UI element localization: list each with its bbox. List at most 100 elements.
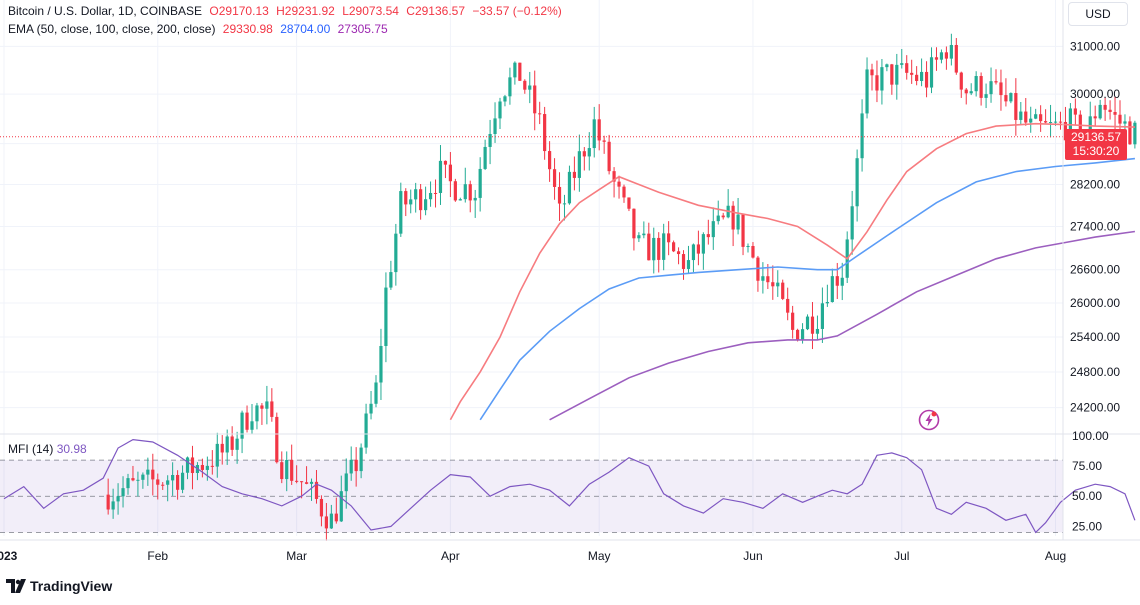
candle-body (969, 91, 973, 94)
candle-body (151, 469, 155, 480)
candle-body (473, 197, 477, 201)
candle-body (676, 251, 681, 255)
candle-body (776, 282, 780, 287)
candle-body (562, 203, 567, 205)
candle-body (622, 186, 626, 198)
candle-body (855, 158, 859, 207)
candle-body (1123, 121, 1127, 124)
candle-body (458, 199, 462, 201)
candle-body (1014, 93, 1018, 120)
ema50-line (449, 122, 1135, 421)
candle-body (637, 235, 641, 239)
candle-body (1019, 111, 1023, 120)
candle-body (1113, 111, 1117, 115)
symbol-legend: Bitcoin / U.S. Dollar, 1D, COINBASE O291… (8, 4, 566, 18)
candle-body (657, 237, 661, 260)
mfi-axis-label: 50.00 (1072, 489, 1102, 503)
mfi-legend: MFI (14) 30.98 (8, 442, 87, 456)
candle-body (1004, 95, 1008, 102)
candle-body (850, 206, 854, 240)
candle-body (543, 114, 547, 152)
candle-body (716, 215, 720, 222)
candle-body (974, 76, 978, 92)
candle-body (557, 186, 562, 204)
candle-body (200, 465, 204, 470)
mfi-axis-label: 75.00 (1072, 459, 1102, 473)
ema100-value: 28704.00 (280, 22, 331, 36)
candle-body (632, 208, 636, 239)
price-axis-label: 31000.00 (1070, 39, 1120, 53)
candle-body (409, 199, 413, 205)
candle-body (741, 214, 745, 247)
candle-body (508, 77, 512, 97)
candle-body (920, 71, 924, 81)
price-axis-label: 28200.00 (1070, 177, 1120, 191)
candle-body (875, 75, 879, 91)
candle-body (329, 513, 333, 529)
candle-body (533, 85, 537, 114)
candle-body (364, 413, 368, 448)
ema100-line (479, 157, 1135, 421)
candle-body (880, 67, 884, 91)
candle-body (468, 184, 472, 201)
ohlc-high: H29231.92 (276, 4, 335, 18)
candle-body (662, 233, 666, 260)
candle-body (587, 148, 591, 157)
candle-body (885, 64, 889, 68)
candle-body (612, 171, 616, 182)
bar-countdown: 15:30:20 (1072, 143, 1120, 158)
candle-body (180, 472, 185, 490)
candle-body (513, 62, 517, 78)
candle-body (523, 80, 527, 90)
candle-body (667, 233, 671, 243)
candle-body (835, 276, 839, 286)
candle-body (781, 282, 785, 299)
candle-body (414, 189, 418, 200)
ohlc-open: O29170.13 (209, 4, 269, 18)
lightning-bolt-icon[interactable] (918, 409, 940, 431)
candle-body (964, 89, 968, 94)
candle-body (1058, 121, 1063, 123)
candle-body (255, 405, 259, 422)
candle-body (141, 474, 145, 480)
ema200-line (549, 230, 1136, 421)
candle-body (1093, 116, 1097, 119)
candle-body (865, 69, 869, 114)
candle-body (205, 465, 209, 470)
candle-body (106, 494, 110, 510)
ohlc-close: C29136.57 (406, 4, 465, 18)
candle-body (994, 81, 998, 83)
currency-button[interactable]: USD (1068, 2, 1128, 26)
candle-body (389, 272, 393, 288)
candle-body (518, 62, 522, 81)
time-axis-label: 2023 (0, 549, 18, 563)
candle-body (800, 329, 805, 341)
candle-body (136, 479, 140, 481)
candle-body (433, 192, 438, 194)
candle-body (731, 205, 735, 230)
candle-body (309, 481, 314, 484)
candle-body (592, 119, 596, 149)
candle-body (815, 328, 820, 334)
candle-body (949, 44, 953, 59)
candle-body (711, 221, 715, 238)
candle-body (528, 85, 532, 90)
ema-label: EMA (50, close, 100, close, 200, close) (8, 22, 216, 36)
candle-body (736, 214, 740, 230)
candle-body (448, 164, 452, 182)
candle-body (786, 298, 790, 313)
candle-body (295, 480, 299, 482)
time-axis-label: Apr (441, 549, 460, 563)
candle-body (215, 443, 219, 467)
ohlc-change: −33.57 (−0.12%) (472, 4, 562, 18)
candle-body (126, 478, 130, 489)
candle-body (572, 171, 576, 178)
candle-body (746, 246, 750, 248)
tradingview-brand[interactable]: TradingView (6, 578, 112, 594)
candle-body (453, 181, 457, 201)
last-price-value: 29136.57 (1070, 129, 1122, 144)
time-axis-label: May (588, 549, 611, 563)
candle-body (999, 82, 1003, 96)
candle-body (374, 382, 378, 404)
